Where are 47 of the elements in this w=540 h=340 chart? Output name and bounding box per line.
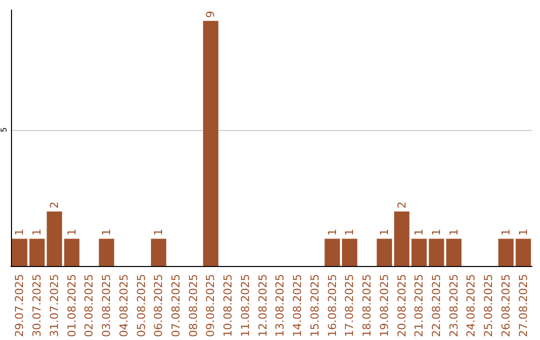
x-tick-label: 09.08.2025 [204,274,218,338]
x-tick-label: 10.08.2025 [222,274,235,338]
x-tick-label: 01.08.2025 [65,274,78,338]
x-tick-label: 06.08.2025 [152,274,166,338]
x-tick-label: 15.08.2025 [308,274,322,338]
data-label: 1 [499,228,512,236]
data-label: 9 [204,10,218,18]
data-label: 1 [516,228,530,236]
x-tick-label: 30.07.2025 [30,274,44,338]
x-tick-label: 26.08.2025 [499,274,512,338]
data-label: 1 [430,228,443,236]
x-tick-label: 29.07.2025 [13,274,26,338]
data-label: 1 [13,228,26,236]
x-tick-label: 24.08.2025 [464,274,478,338]
data-label: 1 [343,228,356,236]
x-tick-label: 16.08.2025 [326,274,339,338]
data-label: 2 [48,202,61,209]
data-label: 1 [65,228,78,236]
x-tick-label: 14.08.2025 [291,274,304,338]
data-label: 1 [326,228,339,236]
x-tick-label: 25.08.2025 [482,274,496,338]
data-label: 1 [378,228,391,236]
data-label: 1 [447,228,460,236]
x-tick-label: 05.08.2025 [134,274,148,338]
x-tick-label: 13.08.2025 [274,274,287,338]
data-label: 1 [100,228,114,236]
x-tick-label: 31.07.2025 [48,274,61,338]
x-tick-label: 19.08.2025 [378,274,391,338]
x-tick-label: 23.08.2025 [447,274,460,338]
data-label: 2 [395,202,408,209]
x-tick-label: 02.08.2025 [82,274,96,338]
x-tick-label: 20.08.2025 [395,274,408,338]
y-tick-label: 5 [0,127,8,132]
x-tick-label: 17.08.2025 [343,274,356,338]
x-tick-label: 27.08.2025 [516,274,530,338]
x-tick-label: 18.08.2025 [360,274,374,338]
x-tick-label: 21.08.2025 [412,274,426,338]
x-tick-label: 08.08.2025 [186,274,200,338]
data-label: 1 [412,228,426,236]
x-tick-label: 12.08.2025 [256,274,270,338]
x-tick-label: 11.08.2025 [238,274,252,338]
x-tick-label: 07.08.2025 [169,274,182,338]
x-tick-label: 03.08.2025 [100,274,114,338]
data-label: 1 [30,228,44,236]
data-label: 1 [152,228,166,236]
x-tick-label: 04.08.2025 [117,274,130,338]
x-tick-label: 22.08.2025 [430,274,443,338]
